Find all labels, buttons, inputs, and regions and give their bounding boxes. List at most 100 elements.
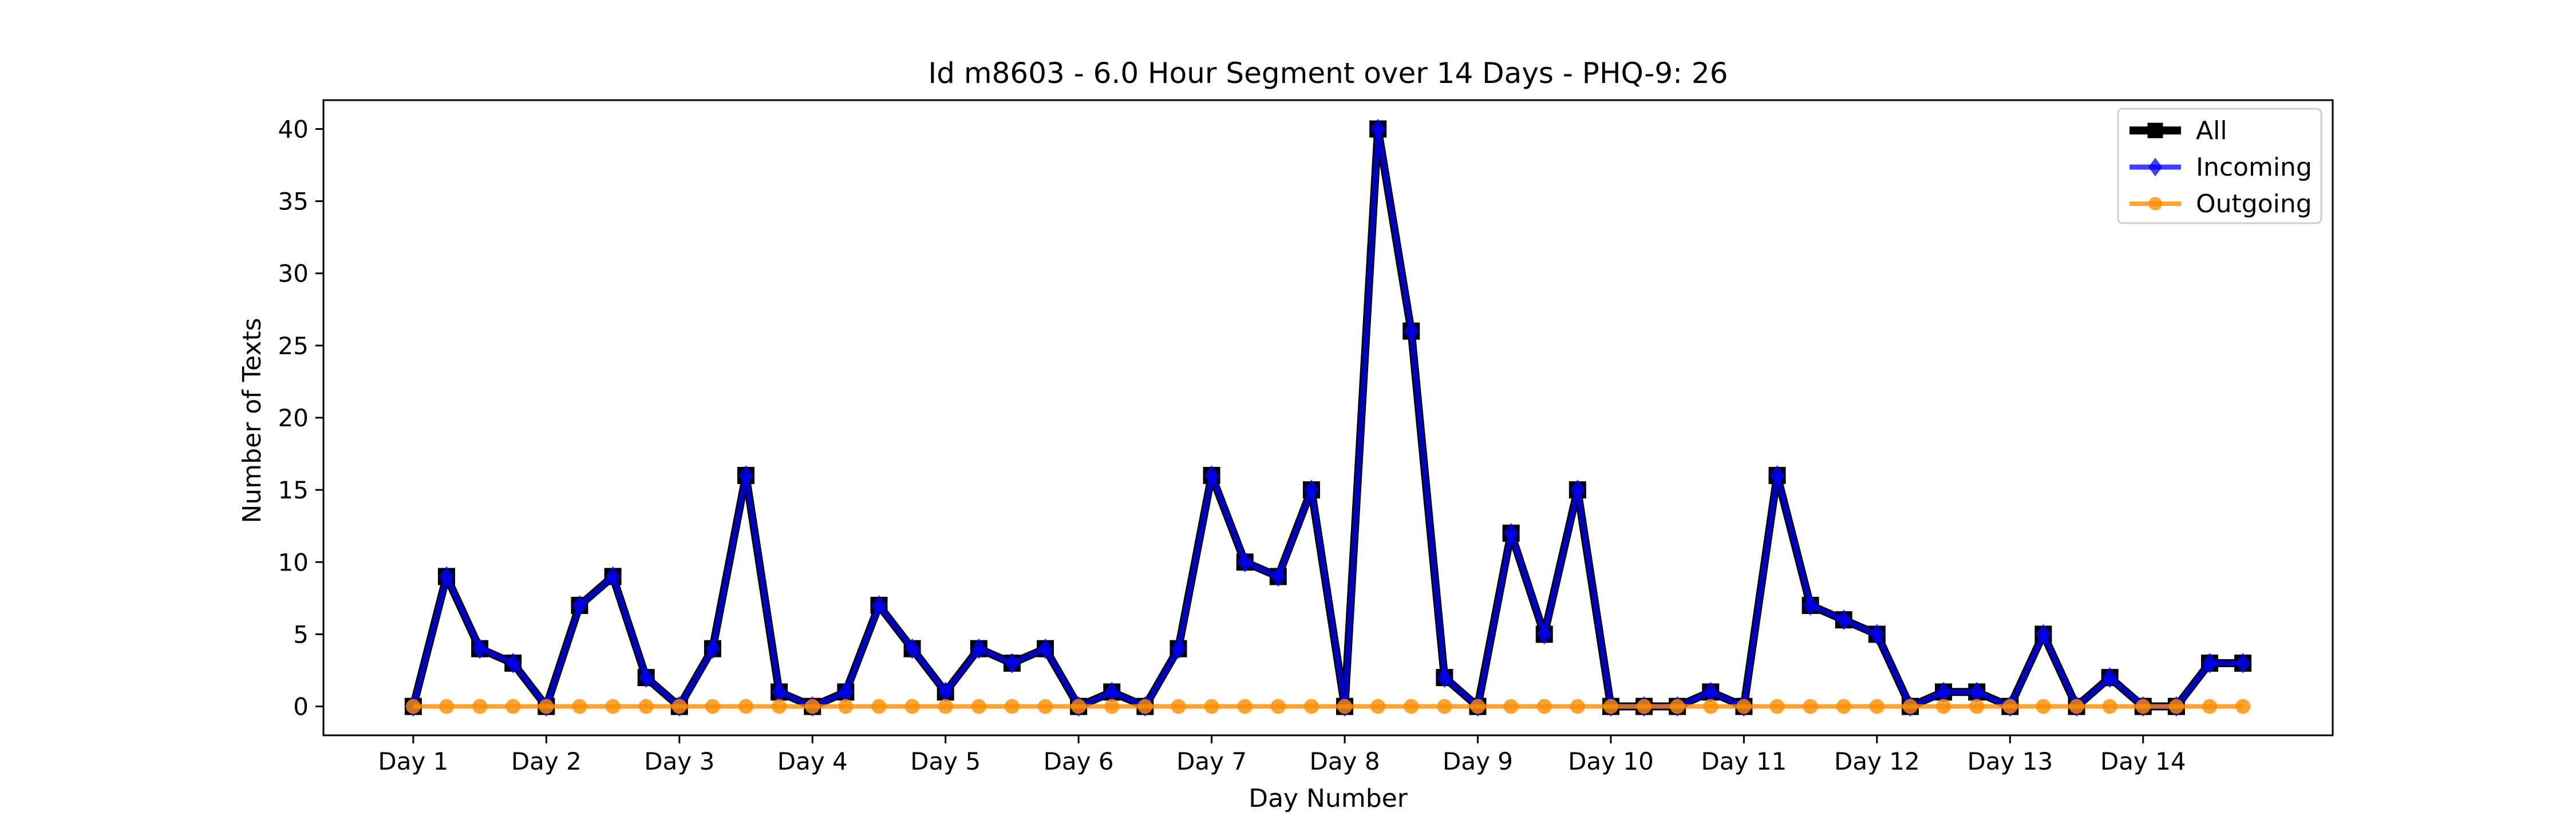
data-point-incoming: [971, 638, 987, 659]
x-tick-label: Day 3: [644, 747, 714, 775]
y-tick-label: 5: [293, 620, 309, 648]
data-point-outgoing: [1204, 699, 1219, 714]
data-point-incoming: [1004, 652, 1020, 674]
data-point-outgoing: [871, 699, 887, 714]
data-point-incoming: [1803, 595, 1819, 616]
data-point-incoming: [904, 638, 920, 659]
data-point-incoming: [1370, 118, 1386, 140]
data-point-outgoing: [1736, 699, 1752, 714]
data-point-outgoing: [772, 699, 787, 714]
data-point-outgoing: [1437, 699, 1452, 714]
data-point-incoming: [1935, 682, 1951, 703]
data-point-incoming: [2102, 667, 2118, 688]
data-point-outgoing: [1769, 699, 1785, 714]
data-point-outgoing: [1270, 699, 1286, 714]
y-tick-label: 35: [278, 188, 309, 216]
data-point-outgoing: [1869, 699, 1884, 714]
data-point-outgoing: [1237, 699, 1253, 714]
data-point-outgoing: [472, 699, 488, 714]
data-point-outgoing: [1104, 699, 1120, 714]
legend-item-incoming: Incoming: [2129, 153, 2312, 182]
data-point-incoming: [505, 652, 521, 674]
data-point-incoming: [1270, 566, 1286, 587]
series-outgoing: [405, 699, 2251, 714]
data-point-outgoing: [505, 699, 521, 714]
data-point-outgoing: [2002, 699, 2018, 714]
legend-swatch-marker: [2147, 122, 2163, 138]
data-point-incoming: [1536, 624, 1552, 645]
data-point-outgoing: [2235, 699, 2251, 714]
data-point-outgoing: [1337, 699, 1353, 714]
data-point-incoming: [2202, 652, 2218, 674]
data-point-outgoing: [738, 699, 754, 714]
data-point-incoming: [1836, 609, 1852, 631]
x-tick-label: Day 6: [1044, 747, 1114, 775]
data-point-outgoing: [1038, 699, 1053, 714]
legend-swatch-marker: [2148, 197, 2162, 211]
data-point-incoming: [1570, 480, 1586, 501]
y-tick-label: 40: [278, 115, 309, 143]
data-point-outgoing: [1670, 699, 1685, 714]
legend-label: Outgoing: [2196, 189, 2312, 219]
data-point-outgoing: [1303, 699, 1319, 714]
y-axis-ticks: 0 5 10 15 20 25 30 35 40: [278, 115, 323, 721]
series-layer: [404, 118, 2252, 717]
data-point-outgoing: [405, 699, 421, 714]
data-point-outgoing: [1902, 699, 1918, 714]
data-point-incoming: [1869, 624, 1885, 645]
legend-swatch-marker: [2148, 157, 2163, 177]
data-point-outgoing: [2168, 699, 2184, 714]
x-tick-label: Day 12: [1834, 747, 1920, 775]
data-point-outgoing: [1637, 699, 1652, 714]
data-point-outgoing: [971, 699, 986, 714]
data-point-outgoing: [638, 699, 654, 714]
data-point-incoming: [871, 595, 887, 616]
x-tick-label: Day 10: [1568, 747, 1654, 775]
data-point-incoming: [2035, 624, 2051, 645]
data-point-outgoing: [1703, 699, 1718, 714]
data-point-incoming: [605, 566, 621, 587]
x-tick-label: Day 9: [1443, 747, 1513, 775]
data-point-incoming: [1237, 552, 1253, 573]
data-point-outgoing: [1137, 699, 1153, 714]
data-point-outgoing: [1370, 699, 1386, 714]
data-point-incoming: [1436, 667, 1452, 688]
data-point-incoming: [1702, 682, 1718, 703]
data-point-outgoing: [2036, 699, 2051, 714]
y-tick-label: 10: [278, 548, 309, 576]
y-tick-label: 15: [278, 476, 309, 504]
series-all: [404, 120, 2252, 715]
x-tick-label: Day 13: [1967, 747, 2053, 775]
data-point-outgoing: [1936, 699, 1951, 714]
x-tick-label: Day 7: [1176, 747, 1247, 775]
data-point-incoming: [2235, 652, 2251, 674]
y-tick-label: 25: [278, 332, 309, 360]
data-point-outgoing: [1470, 699, 1485, 714]
data-point-outgoing: [1171, 699, 1186, 714]
data-point-outgoing: [1503, 699, 1519, 714]
x-tick-label: Day 2: [511, 747, 582, 775]
data-point-outgoing: [1969, 699, 1985, 714]
data-point-outgoing: [1836, 699, 1851, 714]
y-tick-label: 30: [278, 260, 309, 288]
data-point-outgoing: [938, 699, 953, 714]
data-point-incoming: [837, 682, 854, 703]
y-tick-label: 20: [278, 404, 309, 432]
series-line-all: [409, 125, 2243, 711]
x-tick-label: Day 11: [1701, 747, 1787, 775]
x-tick-label: Day 5: [910, 747, 981, 775]
data-point-incoming: [1769, 465, 1785, 486]
data-point-outgoing: [671, 699, 687, 714]
data-point-outgoing: [1603, 699, 1618, 714]
data-point-outgoing: [1071, 699, 1086, 714]
data-point-incoming: [638, 667, 654, 688]
data-point-outgoing: [539, 699, 554, 714]
data-point-outgoing: [705, 699, 720, 714]
legend-item-outgoing: Outgoing: [2129, 189, 2312, 219]
x-tick-label: Day 14: [2100, 747, 2186, 775]
data-point-incoming: [1204, 465, 1220, 486]
data-point-outgoing: [2102, 699, 2117, 714]
plot-area-frame: [322, 99, 2334, 736]
